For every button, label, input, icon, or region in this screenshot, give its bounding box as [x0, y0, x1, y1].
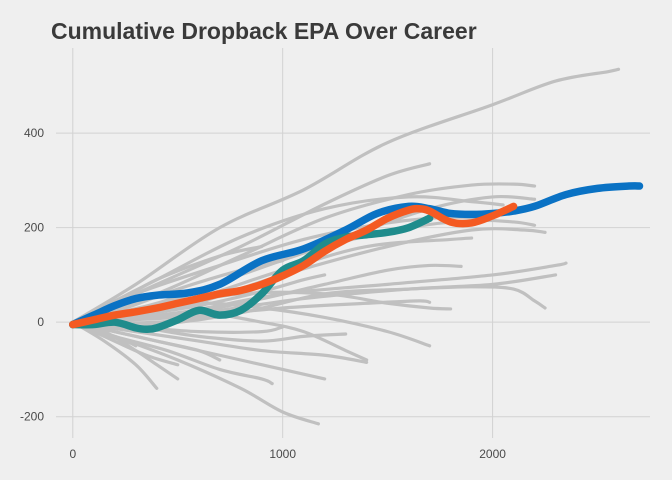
background-series — [71, 67, 621, 426]
highlight-series — [69, 182, 644, 334]
series-line-qb-14 — [71, 299, 432, 324]
y-tick-label: 400 — [24, 126, 44, 140]
x-tick-label: 2000 — [479, 447, 506, 461]
series-line-qb-teal — [69, 214, 434, 334]
x-tick-label: 1000 — [269, 447, 296, 461]
chart-title: Cumulative Dropback EPA Over Career — [51, 18, 477, 44]
x-tick-label: 0 — [69, 447, 76, 461]
y-tick-label: 0 — [37, 315, 44, 329]
series-line-qb-blue — [69, 182, 644, 329]
series-line-qb-01 — [71, 67, 621, 324]
y-tick-label: 200 — [24, 221, 44, 235]
series-line-qb-orange — [69, 202, 518, 329]
series-line-qb-18 — [71, 320, 369, 364]
y-tick-label: -200 — [20, 410, 44, 424]
series-line-qb-06 — [71, 215, 495, 324]
series-line-qb-24 — [71, 320, 222, 362]
grid — [56, 48, 650, 438]
x-axis: 0 1000 2000 — [69, 447, 506, 461]
y-axis: -200 0 200 400 — [20, 126, 44, 424]
series-line-qb-17 — [71, 311, 369, 362]
